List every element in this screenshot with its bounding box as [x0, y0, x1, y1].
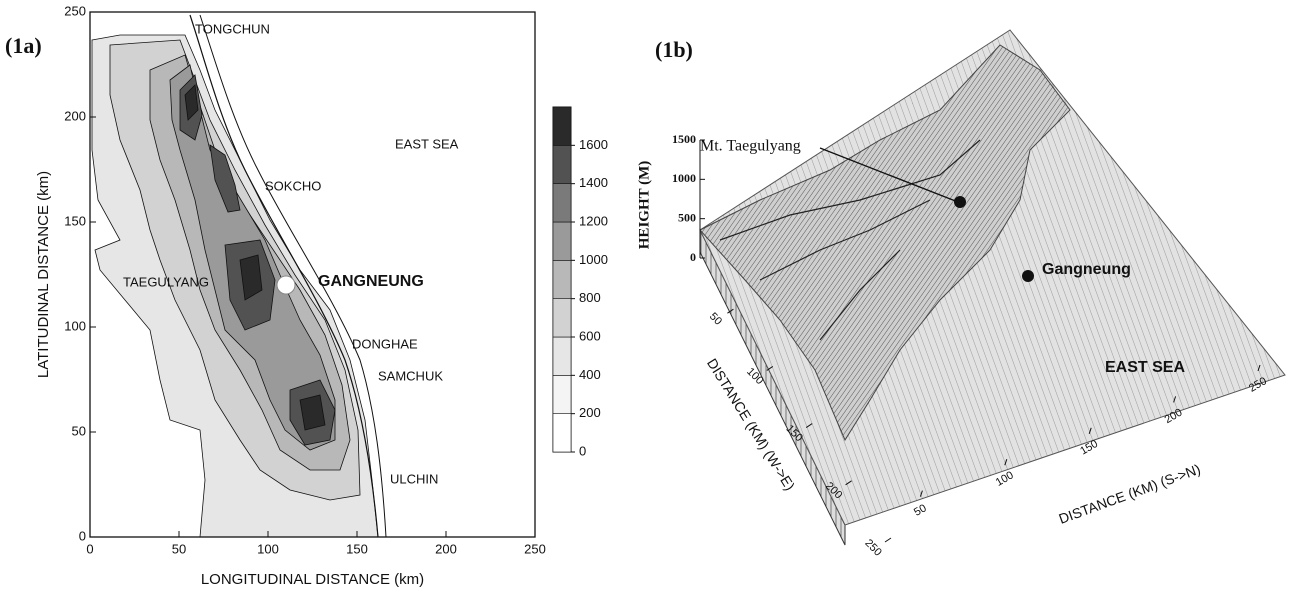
place-label: SAMCHUK [378, 368, 443, 383]
y-tick-label: 0 [79, 528, 86, 543]
colorbar-band [553, 184, 571, 222]
y-tick-label: 50 [912, 502, 929, 519]
colorbar-tick-label: 200 [579, 405, 601, 420]
colorbar-band [553, 260, 571, 298]
y-tick-label: 50 [72, 423, 86, 438]
panel-label: (1b) [655, 37, 693, 62]
colorbar-band [553, 375, 571, 413]
colorbar-tick-label: 600 [579, 328, 601, 343]
place-label: TONGCHUN [195, 21, 270, 36]
place-label: EAST SEA [1105, 359, 1185, 376]
x-tick-label: 250 [862, 537, 883, 558]
colorbar-tick-label: 1600 [579, 137, 608, 152]
place-label: SOKCHO [265, 178, 321, 193]
colorbar-band [553, 145, 571, 183]
x-tick-label: 250 [524, 541, 546, 556]
z-axis-label: HEIGHT (M) [636, 161, 652, 249]
x-tick-label: 100 [257, 541, 279, 556]
place-label: Gangneung [1042, 261, 1131, 278]
y-tick-label: 100 [64, 318, 86, 333]
z-tick-label: 0 [690, 250, 696, 264]
y-tick-label: 150 [64, 213, 86, 228]
colorbar-band [553, 222, 571, 260]
place-label: TAEGULYANG [123, 274, 209, 289]
colorbar-tick-label: 0 [579, 443, 586, 458]
place-label: ULCHIN [390, 471, 438, 486]
place-label: Mt. Taegulyang [700, 138, 801, 155]
z-tick-label: 1000 [672, 171, 696, 185]
place-label: EAST SEA [395, 136, 459, 151]
colorbar-band [553, 414, 571, 452]
x-tick-label: 150 [346, 541, 368, 556]
colorbar-tick-label: 1200 [579, 213, 608, 228]
colorbar-band [553, 107, 571, 145]
figure: (1a) 0 50 100 150 200 250 0 50 100 150 200 250 LONGIT… [0, 0, 1292, 593]
x-tick-label: 50 [172, 541, 186, 556]
x-tick [885, 538, 891, 542]
place-label: GANGNEUNG [318, 273, 424, 290]
y-axis-label: DISTANCE (KM) (S->N) [1057, 461, 1203, 527]
y-tick-label: 250 [64, 3, 86, 18]
x-tick-label: 200 [435, 541, 457, 556]
z-tick-label: 1500 [672, 132, 696, 146]
colorbar-band [553, 337, 571, 375]
colorbar-band [553, 299, 571, 337]
place-label: DONGHAE [352, 336, 418, 351]
panel-label: (1a) [5, 33, 42, 58]
colorbar-tick-label: 1400 [579, 175, 608, 190]
x-axis-label: LONGITUDINAL DISTANCE (km) [201, 571, 424, 588]
x-tick-label: 0 [86, 541, 93, 556]
y-tick-label: 200 [64, 108, 86, 123]
x-tick-label: 50 [707, 311, 724, 328]
colorbar-tick-label: 400 [579, 367, 601, 382]
colorbar-tick-label: 1000 [579, 252, 608, 267]
colorbar-tick-label: 800 [579, 290, 601, 305]
z-tick-label: 500 [678, 210, 696, 224]
y-axis-label: LATITUDINAL DISTANCE (km) [35, 171, 52, 378]
